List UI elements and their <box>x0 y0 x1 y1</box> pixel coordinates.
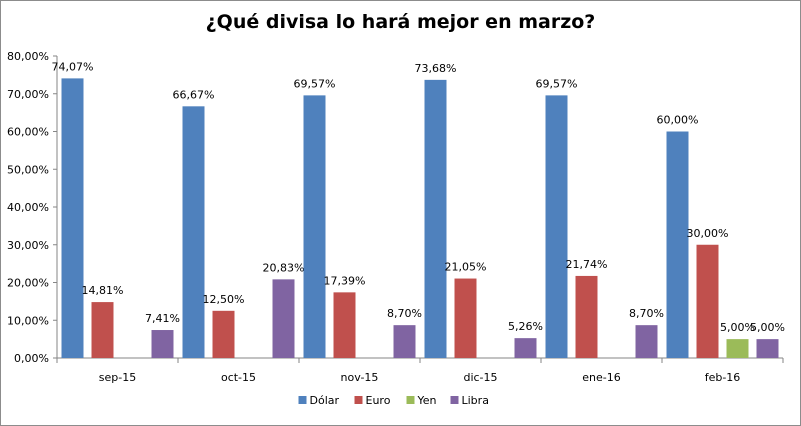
y-tick-label: 40,00% <box>7 201 49 214</box>
data-label: 5,00% <box>750 321 785 334</box>
data-label: 12,50% <box>203 293 245 306</box>
data-label: 30,00% <box>687 227 729 240</box>
legend-label: Euro <box>366 394 391 407</box>
data-label: 8,70% <box>387 307 422 320</box>
legend-label: Dólar <box>310 394 340 407</box>
x-tick-label: oct-15 <box>221 371 256 384</box>
y-tick-label: 10,00% <box>7 314 49 327</box>
x-tick-label: nov-15 <box>341 371 379 384</box>
bar-euro <box>696 244 719 358</box>
bar-dólar <box>182 106 205 359</box>
data-label: 73,68% <box>415 62 457 75</box>
bar-libra <box>151 330 174 358</box>
bar-euro <box>212 310 235 358</box>
data-label: 7,41% <box>145 312 180 325</box>
data-label: 21,74% <box>566 258 608 271</box>
y-tick-label: 30,00% <box>7 239 49 252</box>
bar-euro <box>333 292 356 358</box>
legend-swatch <box>298 396 307 404</box>
bar-libra <box>393 325 416 358</box>
y-tick-label: 80,00% <box>7 50 49 63</box>
data-label: 60,00% <box>657 114 699 127</box>
data-label: 17,39% <box>324 274 366 287</box>
bar-yen <box>726 339 749 358</box>
legend-swatch <box>450 396 459 404</box>
y-tick-label: 70,00% <box>7 88 49 101</box>
x-tick-label: dic-15 <box>463 371 497 384</box>
bar-libra <box>756 339 779 358</box>
x-tick-label: sep-15 <box>99 371 136 384</box>
bar-libra <box>635 325 658 358</box>
bar-dólar <box>666 131 689 358</box>
y-tick-label: 0,00% <box>14 352 49 365</box>
data-label: 21,05% <box>445 261 487 274</box>
legend-label: Yen <box>417 394 437 407</box>
bar-dólar <box>61 78 84 359</box>
bar-libra <box>514 338 537 358</box>
chart-title: ¿Qué divisa lo hará mejor en marzo? <box>205 11 596 33</box>
y-tick-label: 60,00% <box>7 126 49 139</box>
data-label: 8,70% <box>629 307 664 320</box>
data-label: 5,26% <box>508 320 543 333</box>
data-label: 69,57% <box>536 77 578 90</box>
bar-dólar <box>303 95 326 358</box>
x-tick-label: ene-16 <box>582 371 620 384</box>
y-tick-label: 50,00% <box>7 163 49 176</box>
bar-dólar <box>545 95 568 358</box>
data-label: 74,07% <box>52 60 94 73</box>
data-label: 5,00% <box>720 321 755 334</box>
legend-label: Libra <box>462 394 489 407</box>
legend-swatch <box>354 396 363 404</box>
bar-euro <box>454 278 477 358</box>
bar-euro <box>91 302 114 358</box>
x-tick-label: feb-16 <box>705 371 741 384</box>
data-label: 14,81% <box>82 284 124 297</box>
bar-euro <box>575 275 598 358</box>
data-label: 66,67% <box>173 88 215 101</box>
data-label: 20,83% <box>263 261 305 274</box>
bar-libra <box>272 279 295 358</box>
y-tick-label: 20,00% <box>7 277 49 290</box>
bar-dólar <box>424 79 447 358</box>
data-label: 69,57% <box>294 77 336 90</box>
legend-swatch <box>406 396 415 404</box>
